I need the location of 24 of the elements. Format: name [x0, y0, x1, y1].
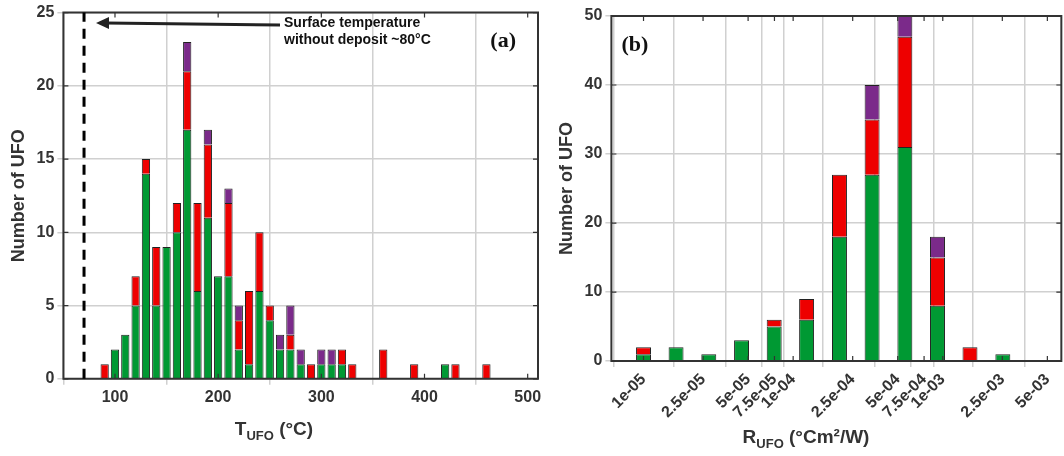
x-tick-label: 100 [101, 387, 129, 405]
y-tick-label: 0 [593, 351, 603, 369]
y-tick-label: 5 [45, 295, 55, 313]
y-axis-title: Number of UFO [555, 122, 576, 256]
x-axis-title: T$_{UFO}$ (°C) [233, 418, 315, 443]
y-axis-title: Number of UFO [7, 129, 28, 263]
x-tick-label: 300 [307, 387, 335, 405]
y-tick-label: 10 [36, 222, 55, 240]
y-tick-label: 30 [584, 144, 603, 162]
x-tick-label: 200 [204, 387, 232, 405]
y-tick-label: 20 [584, 213, 603, 231]
annotation: (a) [490, 27, 516, 53]
y-tick-label: 20 [36, 76, 55, 94]
y-tick-label: 40 [584, 75, 603, 93]
x-axis-title: R$_{UFO}$ (°Cm²/W) [741, 426, 871, 451]
x-tick-label: 500 [514, 387, 542, 405]
y-tick-label: 15 [36, 149, 55, 167]
y-tick-label: 25 [36, 3, 55, 21]
y-tick-label: 50 [584, 6, 603, 24]
y-tick-label: 10 [584, 282, 603, 300]
x-tick-label: 400 [411, 387, 438, 405]
ref-line-label: Surface temperature without deposit ~80°C [283, 14, 431, 48]
annotation: (b) [621, 30, 649, 56]
y-tick-label: 0 [45, 369, 55, 387]
